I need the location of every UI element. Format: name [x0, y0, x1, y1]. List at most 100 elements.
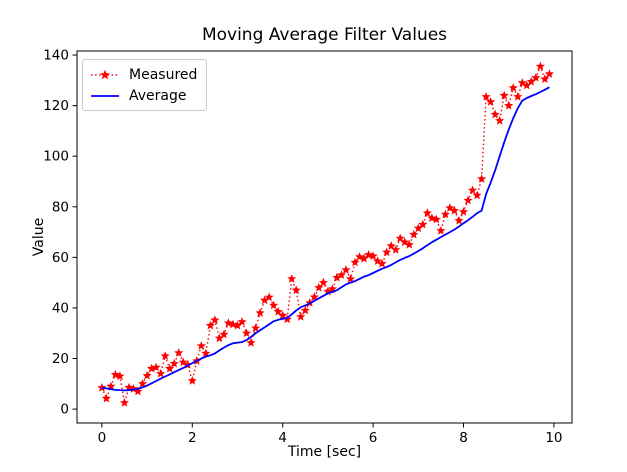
measured-marker [228, 319, 238, 329]
measured-line-star-icon [91, 69, 119, 79]
legend-entry-measured: Measured [90, 64, 197, 85]
measured-marker [178, 357, 188, 367]
measured-marker [413, 223, 423, 233]
measured-marker [138, 379, 148, 388]
measured-marker [242, 328, 252, 338]
y-tick-label: 40 [52, 300, 69, 316]
legend-label-average: Average [129, 87, 187, 104]
legend: Measured Average [82, 59, 208, 111]
measured-marker [458, 207, 469, 216]
measured-marker [246, 338, 256, 347]
measured-marker [264, 292, 274, 302]
y-tick-label: 80 [52, 199, 69, 215]
x-tick-label: 0 [98, 430, 107, 446]
y-tick-label: 60 [52, 250, 69, 266]
measured-marker [454, 215, 464, 225]
y-tick-label: 140 [43, 48, 69, 64]
measured-marker [368, 251, 378, 260]
measured-marker [309, 292, 319, 301]
x-tick-label: 10 [545, 430, 562, 446]
measured-marker [214, 333, 224, 343]
measured-marker [364, 250, 374, 259]
measured-marker [237, 317, 247, 326]
measured-marker [463, 195, 473, 205]
measured-marker [327, 284, 337, 293]
measured-marker [504, 100, 514, 110]
measured-marker [291, 285, 301, 295]
measured-marker [409, 229, 419, 239]
measured-marker [156, 368, 166, 378]
measured-marker [449, 205, 459, 215]
measured-marker [260, 295, 270, 305]
measured-marker [174, 348, 184, 357]
measured-marker [101, 393, 111, 403]
measured-marker [481, 92, 491, 101]
measured-marker [350, 257, 360, 267]
measured-marker [128, 384, 139, 393]
measured-marker [201, 348, 211, 358]
measured-marker [332, 272, 342, 282]
measured-marker [223, 318, 233, 327]
measured-marker [359, 253, 369, 263]
measured-marker [513, 92, 523, 101]
legend-label-measured: Measured [129, 66, 198, 83]
measured-marker [345, 274, 356, 283]
measured-marker [544, 69, 554, 78]
measured-marker [183, 360, 193, 369]
x-tick-label: 2 [188, 430, 197, 446]
measured-marker [341, 265, 351, 274]
measured-marker [495, 116, 505, 125]
measured-marker [187, 376, 197, 385]
measured-marker [373, 256, 383, 265]
measured-marker [540, 74, 550, 83]
y-tick-label: 20 [52, 351, 69, 367]
x-tick-label: 4 [278, 430, 287, 446]
legend-entry-average: Average [90, 85, 197, 106]
average-series [101, 86, 550, 392]
measured-marker [436, 226, 446, 235]
measured-marker [106, 381, 116, 391]
measured-marker [391, 245, 401, 254]
y-tick-label: 100 [43, 149, 69, 165]
measured-marker [535, 61, 545, 71]
measured-marker [377, 258, 387, 268]
measured-marker [477, 174, 487, 183]
measured-marker [318, 277, 328, 287]
measured-marker [486, 97, 496, 106]
measured-marker [499, 90, 509, 100]
measured-marker [472, 190, 482, 200]
average-line [101, 86, 550, 392]
y-tick-label: 120 [43, 98, 69, 114]
measured-marker [278, 310, 288, 320]
measured-marker [522, 80, 532, 90]
measured-marker [296, 312, 306, 321]
measured-marker [445, 203, 455, 212]
measured-marker [526, 76, 536, 86]
measured-marker [273, 306, 283, 316]
measured-marker [287, 274, 297, 283]
measured-marker [169, 358, 179, 368]
measured-marker [255, 308, 265, 317]
measured-marker [196, 341, 206, 350]
y-tick-label: 0 [60, 402, 69, 418]
x-axis-label: Time [sec] [287, 444, 362, 460]
measured-marker [205, 320, 215, 330]
measured-marker [468, 185, 478, 195]
measured-marker [355, 252, 365, 261]
measured-marker [400, 237, 410, 247]
measured-marker [251, 323, 261, 332]
measured-marker [119, 398, 129, 407]
measured-series [97, 61, 554, 407]
measured-marker [508, 83, 518, 92]
x-tick-label: 6 [369, 430, 378, 446]
measured-marker [422, 208, 432, 217]
measured-marker [160, 351, 170, 360]
measured-marker [232, 320, 242, 330]
measured-marker [151, 362, 161, 372]
measured-marker [440, 209, 450, 219]
measured-marker [531, 73, 541, 82]
measured-marker [165, 363, 175, 373]
measured-marker [323, 286, 333, 296]
